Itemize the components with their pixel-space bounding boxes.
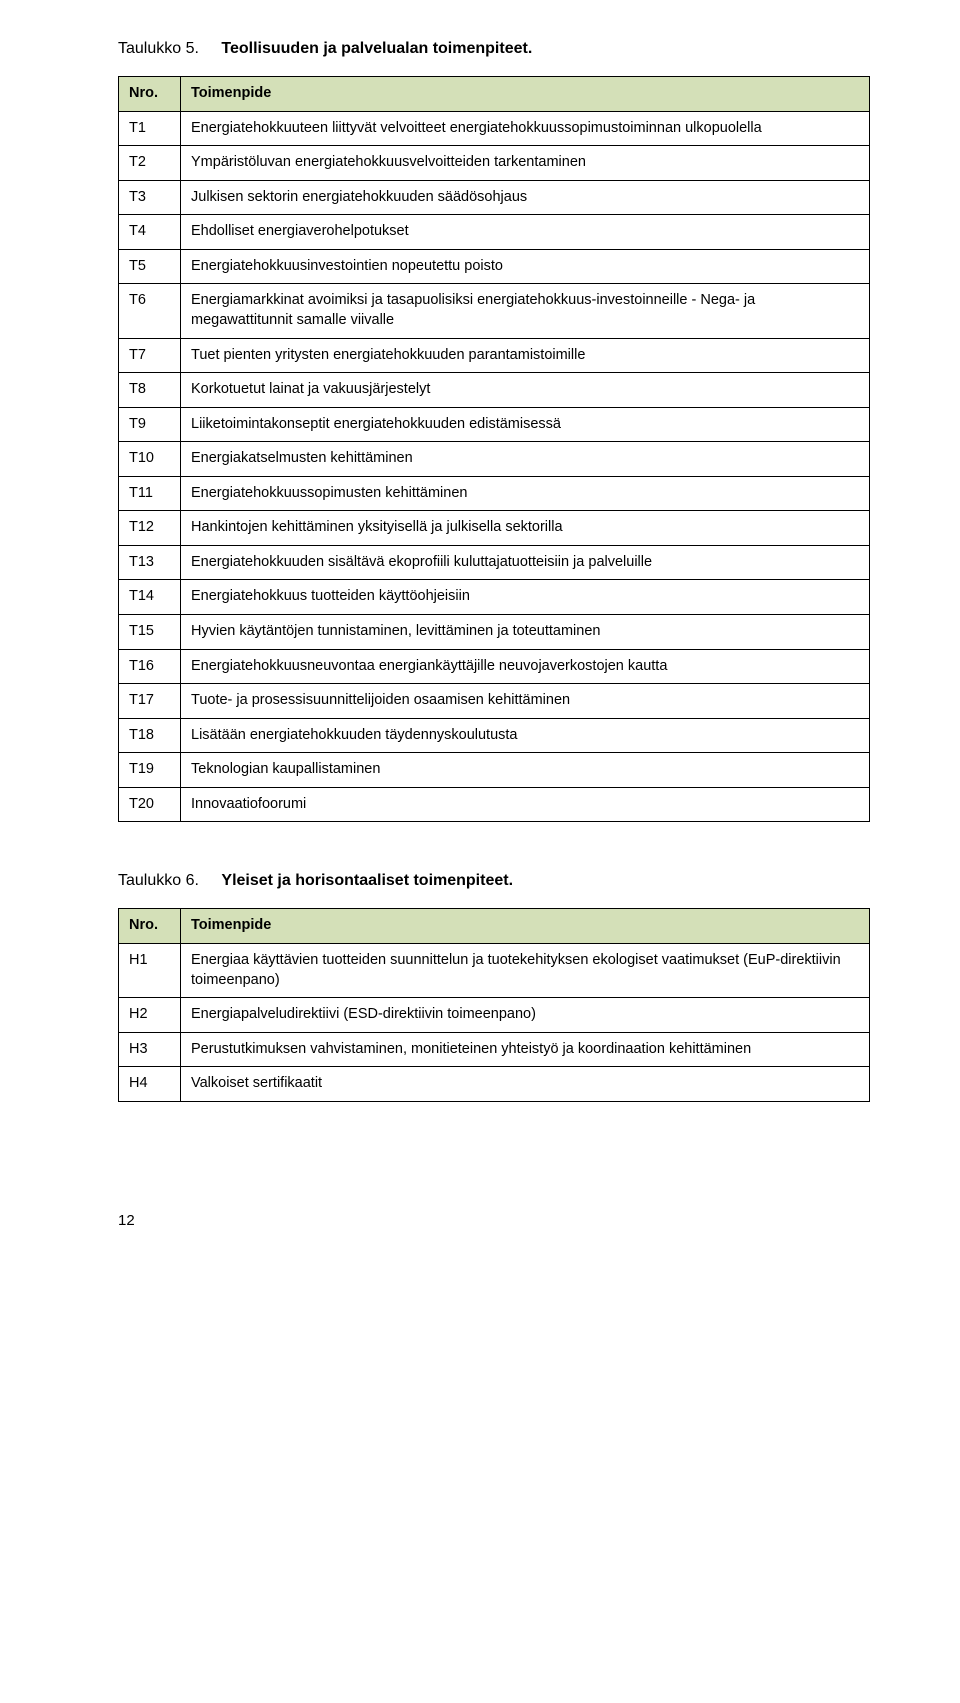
cell-toimenpide: Energiatehokkuussopimusten kehittäminen [181,476,870,511]
cell-nro: T16 [119,649,181,684]
cell-nro: T2 [119,146,181,181]
cell-nro: T14 [119,580,181,615]
table-row: T2Ympäristöluvan energiatehokkuusvelvoit… [119,146,870,181]
table-row: T15Hyvien käytäntöjen tunnistaminen, lev… [119,615,870,650]
table6-caption: Taulukko 6. Yleiset ja horisontaaliset t… [118,872,870,890]
cell-toimenpide: Lisätään energiatehokkuuden täydennyskou… [181,718,870,753]
cell-toimenpide: Energiapalveludirektiivi (ESD-direktiivi… [181,998,870,1033]
cell-toimenpide: Tuote- ja prosessisuunnittelijoiden osaa… [181,684,870,719]
cell-nro: T18 [119,718,181,753]
cell-nro: H4 [119,1067,181,1102]
cell-toimenpide: Energiatehokkuuden sisältävä ekoprofiili… [181,545,870,580]
table6: Nro. Toimenpide H1Energiaa käyttävien tu… [118,908,870,1101]
table-row: H2Energiapalveludirektiivi (ESD-direktii… [119,998,870,1033]
table5-header-nro: Nro. [119,77,181,112]
cell-nro: T3 [119,180,181,215]
table-row: T14Energiatehokkuus tuotteiden käyttöohj… [119,580,870,615]
table-row: H1Energiaa käyttävien tuotteiden suunnit… [119,943,870,997]
cell-toimenpide: Energiatehokkuusinvestointien nopeutettu… [181,249,870,284]
table5-header-row: Nro. Toimenpide [119,77,870,112]
table-row: T17Tuote- ja prosessisuunnittelijoiden o… [119,684,870,719]
table-row: T16Energiatehokkuusneuvontaa energiankäy… [119,649,870,684]
table-row: T20Innovaatiofoorumi [119,787,870,822]
table-row: T3Julkisen sektorin energiatehokkuuden s… [119,180,870,215]
cell-toimenpide: Ehdolliset energiaverohelpotukset [181,215,870,250]
table-row: T10Energiakatselmusten kehittäminen [119,442,870,477]
cell-nro: T13 [119,545,181,580]
cell-nro: T9 [119,407,181,442]
table5: Nro. Toimenpide T1Energiatehokkuuteen li… [118,76,870,822]
table-row: T8Korkotuetut lainat ja vakuusjärjestely… [119,373,870,408]
cell-nro: T6 [119,284,181,338]
table-row: T9Liiketoimintakonseptit energiatehokkuu… [119,407,870,442]
table5-header-toimenpide: Toimenpide [181,77,870,112]
cell-toimenpide: Innovaatiofoorumi [181,787,870,822]
table5-caption-title: Teollisuuden ja palvelualan toimenpiteet… [221,40,532,57]
table6-header-toimenpide: Toimenpide [181,909,870,944]
table-row: T1Energiatehokkuuteen liittyvät velvoitt… [119,111,870,146]
cell-toimenpide: Hankintojen kehittäminen yksityisellä ja… [181,511,870,546]
table-row: T19Teknologian kaupallistaminen [119,753,870,788]
table6-caption-title: Yleiset ja horisontaaliset toimenpiteet. [221,872,513,889]
cell-toimenpide: Ympäristöluvan energiatehokkuusvelvoitte… [181,146,870,181]
cell-toimenpide: Valkoiset sertifikaatit [181,1067,870,1102]
table5-caption-num: Taulukko 5. [118,40,199,57]
cell-toimenpide: Energiamarkkinat avoimiksi ja tasapuolis… [181,284,870,338]
cell-toimenpide: Korkotuetut lainat ja vakuusjärjestelyt [181,373,870,408]
cell-nro: T7 [119,338,181,373]
cell-nro: T15 [119,615,181,650]
cell-toimenpide: Energiatehokkuus tuotteiden käyttöohjeis… [181,580,870,615]
cell-nro: T1 [119,111,181,146]
cell-toimenpide: Energiatehokkuusneuvontaa energiankäyttä… [181,649,870,684]
cell-toimenpide: Tuet pienten yritysten energiatehokkuude… [181,338,870,373]
table-row: T6Energiamarkkinat avoimiksi ja tasapuol… [119,284,870,338]
table-row: H3Perustutkimuksen vahvistaminen, moniti… [119,1032,870,1067]
table6-caption-num: Taulukko 6. [118,872,199,889]
table-row: T4Ehdolliset energiaverohelpotukset [119,215,870,250]
table6-header-nro: Nro. [119,909,181,944]
table-row: T5Energiatehokkuusinvestointien nopeutet… [119,249,870,284]
cell-toimenpide: Energiaa käyttävien tuotteiden suunnitte… [181,943,870,997]
cell-nro: T8 [119,373,181,408]
table-row: T11Energiatehokkuussopimusten kehittämin… [119,476,870,511]
cell-nro: T10 [119,442,181,477]
table-row: H4Valkoiset sertifikaatit [119,1067,870,1102]
cell-toimenpide: Perustutkimuksen vahvistaminen, monitiet… [181,1032,870,1067]
cell-nro: T5 [119,249,181,284]
cell-toimenpide: Liiketoimintakonseptit energiatehokkuude… [181,407,870,442]
table5-caption: Taulukko 5. Teollisuuden ja palvelualan … [118,40,870,58]
cell-nro: H2 [119,998,181,1033]
cell-nro: T11 [119,476,181,511]
cell-toimenpide: Julkisen sektorin energiatehokkuuden sää… [181,180,870,215]
document-page: Taulukko 5. Teollisuuden ja palvelualan … [0,0,960,1269]
cell-nro: H1 [119,943,181,997]
cell-toimenpide: Energiatehokkuuteen liittyvät velvoittee… [181,111,870,146]
cell-nro: T20 [119,787,181,822]
cell-nro: T17 [119,684,181,719]
table-row: T7Tuet pienten yritysten energiatehokkuu… [119,338,870,373]
table6-header-row: Nro. Toimenpide [119,909,870,944]
table-row: T18Lisätään energiatehokkuuden täydennys… [119,718,870,753]
cell-nro: T19 [119,753,181,788]
table-row: T13Energiatehokkuuden sisältävä ekoprofi… [119,545,870,580]
cell-nro: H3 [119,1032,181,1067]
cell-toimenpide: Hyvien käytäntöjen tunnistaminen, levitt… [181,615,870,650]
cell-toimenpide: Energiakatselmusten kehittäminen [181,442,870,477]
cell-toimenpide: Teknologian kaupallistaminen [181,753,870,788]
page-number: 12 [118,1212,870,1229]
cell-nro: T12 [119,511,181,546]
cell-nro: T4 [119,215,181,250]
table-row: T12Hankintojen kehittäminen yksityisellä… [119,511,870,546]
